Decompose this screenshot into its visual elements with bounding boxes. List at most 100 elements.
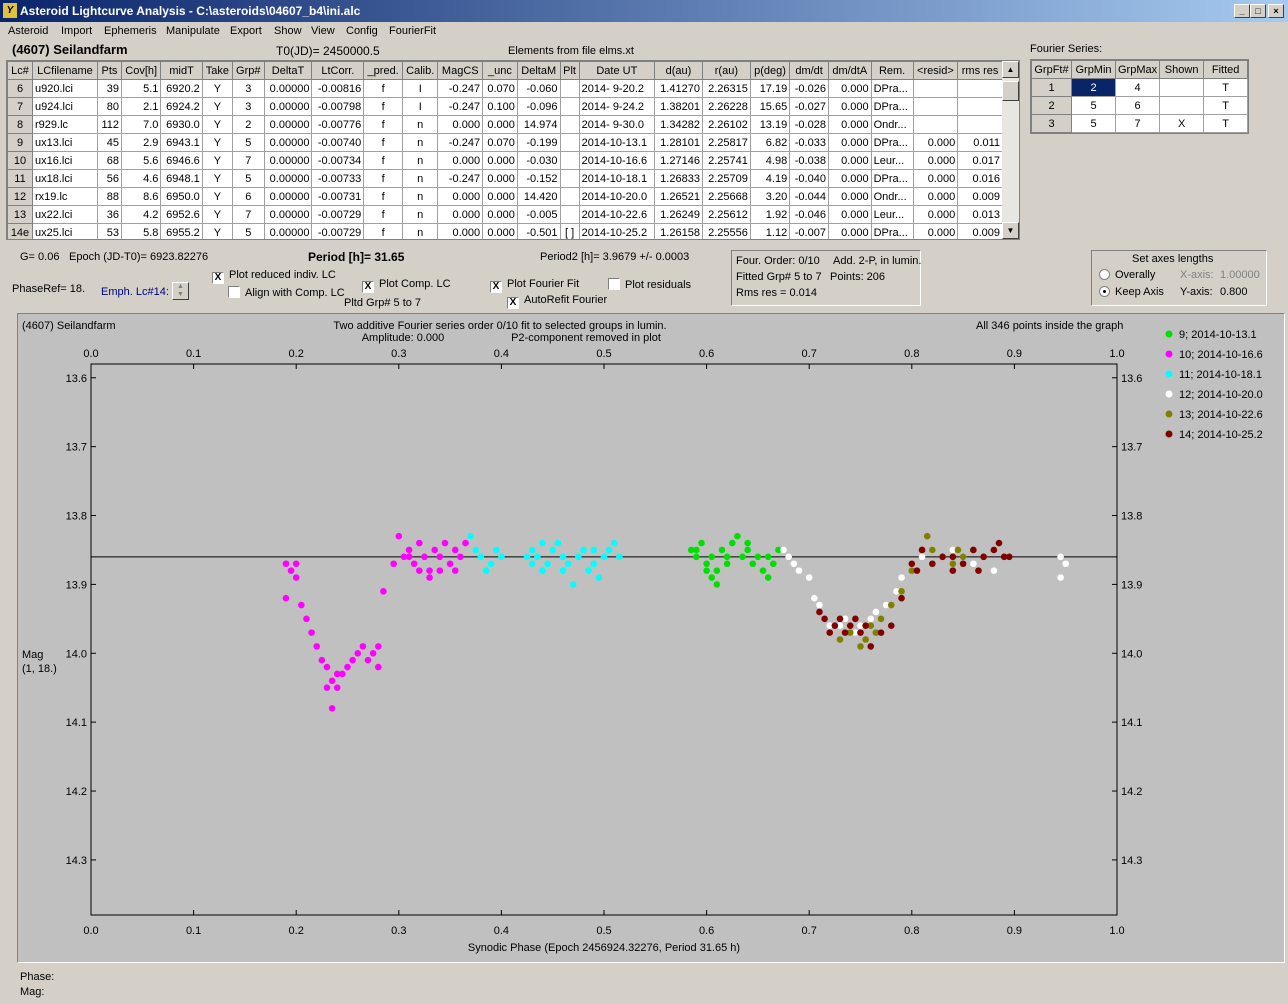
lc-col-header[interactable]: Lc#: [7, 61, 33, 80]
table-cell[interactable]: 2014-10-13.1: [578, 133, 656, 152]
scroll-up-icon[interactable]: ▲: [1002, 61, 1019, 78]
table-cell[interactable]: 0.009: [957, 223, 1003, 239]
table-cell[interactable]: 0.000: [437, 205, 484, 224]
table-cell[interactable]: -0.247: [437, 169, 484, 188]
table-cell[interactable]: DPra...: [870, 97, 914, 116]
menu-import[interactable]: Import: [61, 25, 93, 37]
table-cell[interactable]: 56: [96, 169, 123, 188]
table-cell[interactable]: -0.027: [789, 97, 829, 116]
table-cell[interactable]: 2.9: [121, 133, 162, 152]
table-cell[interactable]: 2.25556: [701, 223, 751, 239]
table-row[interactable]: 11 ux18.lci 56 4.6 6948.1 Y 5 0.00000 -0.00733 f n…: [7, 169, 1003, 188]
table-cell[interactable]: 14.974: [516, 115, 561, 134]
table-cell[interactable]: Y: [201, 151, 234, 170]
menu-config[interactable]: Config: [346, 25, 378, 37]
table-cell[interactable]: 2.25709: [701, 169, 751, 188]
plot-residuals-checkbox[interactable]: Plot residuals: [608, 278, 691, 291]
table-cell[interactable]: 2014-10-22.6: [578, 205, 656, 224]
lc-col-header[interactable]: p(deg): [749, 61, 791, 80]
table-cell[interactable]: [957, 97, 1003, 116]
table-cell[interactable]: 6950.0: [160, 187, 203, 206]
table-cell[interactable]: 0.00000: [263, 133, 313, 152]
table-cell[interactable]: -0.00731: [311, 187, 365, 206]
keep-axis-radio[interactable]: Keep Axis: [1099, 286, 1164, 298]
fourier-cell[interactable]: T: [1203, 114, 1249, 133]
table-cell[interactable]: I: [402, 79, 439, 98]
table-row[interactable]: 14e ux25.lci 53 5.8 6955.2 Y 5 0.00000 -0.00729 f…: [7, 223, 1003, 239]
menu-show[interactable]: Show: [274, 25, 302, 37]
table-cell[interactable]: 0.000: [912, 151, 959, 170]
table-cell[interactable]: [912, 79, 959, 98]
table-cell[interactable]: Leur...: [870, 151, 914, 170]
lc-col-header[interactable]: Grp#: [232, 61, 265, 80]
table-cell[interactable]: 7.0: [121, 115, 162, 134]
align-checkbox[interactable]: Align with Comp. LC: [228, 286, 345, 299]
table-cell[interactable]: 0.000: [827, 133, 872, 152]
table-cell[interactable]: 2.1: [121, 97, 162, 116]
table-cell[interactable]: 0.000: [482, 115, 518, 134]
table-cell[interactable]: 0.000: [437, 223, 484, 239]
table-cell[interactable]: 3: [232, 97, 265, 116]
fourier-cell[interactable]: X: [1159, 114, 1205, 133]
table-cell[interactable]: 6.82: [749, 133, 791, 152]
fourier-cell[interactable]: 3: [1031, 114, 1072, 133]
table-cell[interactable]: 0.000: [827, 151, 872, 170]
table-cell[interactable]: [559, 187, 580, 206]
table-cell[interactable]: -0.247: [437, 97, 484, 116]
chart-svg[interactable]: (4607) Seilandfarm Two additive Fourier s…: [18, 314, 1284, 962]
table-scrollbar[interactable]: ▲ ▼: [1002, 61, 1019, 239]
table-row[interactable]: 7 u924.lci 80 2.1 6924.2 Y 3 0.00000 -0.00798 f I -…: [7, 97, 1003, 116]
table-cell[interactable]: -0.00729: [311, 223, 365, 239]
table-cell[interactable]: 2.25741: [701, 151, 751, 170]
table-cell[interactable]: -0.00733: [311, 169, 365, 188]
table-cell[interactable]: u924.lci: [32, 97, 98, 116]
table-cell[interactable]: f: [363, 169, 404, 188]
fourier-series-table[interactable]: GrpFt# GrpMin GrpMax Shown Fitted 1 2 4 T 2 5 6 T 3 5 7…: [1030, 59, 1250, 134]
fourier-cell[interactable]: [1159, 78, 1205, 97]
plot-reduced-checkbox[interactable]: X Plot reduced indiv. LC: [212, 269, 336, 284]
close-icon[interactable]: ×: [1268, 4, 1284, 18]
table-cell[interactable]: 0.000: [912, 169, 959, 188]
table-row[interactable]: 8 r929.lc 112 7.0 6930.0 Y 2 0.00000 -0.00776 f n 0…: [7, 115, 1003, 134]
table-cell[interactable]: 1.34282: [654, 115, 703, 134]
lc-col-header[interactable]: Rem.: [870, 61, 914, 80]
lc-col-header[interactable]: LCfilename: [32, 61, 98, 80]
fourier-cell[interactable]: 2: [1031, 96, 1072, 115]
table-cell[interactable]: 0.009: [957, 187, 1003, 206]
table-cell[interactable]: 1.26521: [654, 187, 703, 206]
table-cell[interactable]: [957, 115, 1003, 134]
table-cell[interactable]: 1.92: [749, 205, 791, 224]
table-cell[interactable]: 2014-10-20.0: [578, 187, 656, 206]
table-cell[interactable]: 9: [7, 133, 33, 152]
table-cell[interactable]: 2014- 9-24.2: [578, 97, 656, 116]
table-cell[interactable]: -0.199: [516, 133, 561, 152]
lc-col-header[interactable]: Cov[h]: [121, 61, 162, 80]
table-cell[interactable]: -0.501: [516, 223, 561, 239]
table-cell[interactable]: 2014-10-18.1: [578, 169, 656, 188]
table-cell[interactable]: 0.000: [827, 79, 872, 98]
lc-col-header[interactable]: DeltaM: [516, 61, 561, 80]
table-cell[interactable]: 0.000: [827, 187, 872, 206]
app-icon[interactable]: Y: [3, 3, 17, 18]
scroll-down-icon[interactable]: ▼: [1002, 222, 1019, 239]
table-cell[interactable]: 6952.6: [160, 205, 203, 224]
table-cell[interactable]: ux22.lci: [32, 205, 98, 224]
table-cell[interactable]: [559, 151, 580, 170]
table-cell[interactable]: 8.6: [121, 187, 162, 206]
table-cell[interactable]: 2.25668: [701, 187, 751, 206]
table-cell[interactable]: 12: [7, 187, 33, 206]
fourier-cell[interactable]: 5: [1071, 96, 1116, 115]
table-cell[interactable]: 0.100: [482, 97, 518, 116]
table-cell[interactable]: 14.420: [516, 187, 561, 206]
table-row[interactable]: 13 ux22.lci 36 4.2 6952.6 Y 7 0.00000 -0.00729 f n…: [7, 205, 1003, 224]
table-cell[interactable]: Ondr...: [870, 187, 914, 206]
table-cell[interactable]: 13: [7, 205, 33, 224]
table-cell[interactable]: -0.026: [789, 79, 829, 98]
table-cell[interactable]: 8: [7, 115, 33, 134]
table-cell[interactable]: 4.98: [749, 151, 791, 170]
table-cell[interactable]: 0.000: [827, 97, 872, 116]
table-cell[interactable]: 6920.2: [160, 79, 203, 98]
table-cell[interactable]: -0.00776: [311, 115, 365, 134]
lc-col-header[interactable]: MagCS: [437, 61, 484, 80]
table-cell[interactable]: -0.00734: [311, 151, 365, 170]
